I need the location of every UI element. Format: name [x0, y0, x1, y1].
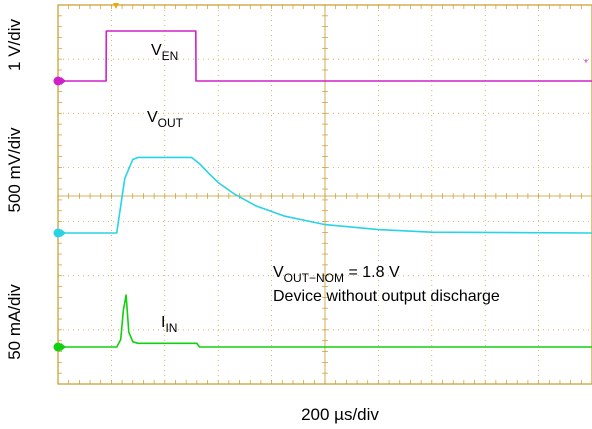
- trigger-level-marker: *: [584, 58, 588, 69]
- label-v-out-sub: OUT: [158, 116, 184, 130]
- y-label-ch2: 500 mV/div: [5, 127, 24, 213]
- label-v-en-sub: EN: [162, 49, 179, 63]
- ch2-marker: [53, 228, 63, 238]
- grid: [57, 4, 592, 385]
- label-v-out-main: V: [147, 109, 158, 126]
- y-label-ch3: 50 mA/div: [5, 284, 24, 360]
- ch2-marker-arrow: [61, 229, 66, 237]
- annotation-vout-nom: VOUT−NOM = 1.8 V: [273, 264, 400, 285]
- v-en-trace: [58, 30, 592, 82]
- traces: [58, 30, 592, 348]
- ch1-marker-arrow: [61, 77, 66, 85]
- label-v-en: VEN: [151, 42, 178, 63]
- y-label-ch1: 1 V/div: [5, 19, 24, 71]
- label-v-out: VOUT: [147, 109, 184, 130]
- channel-markers: *: [53, 3, 588, 352]
- annotation-vout-nom-value: = 1.8 V: [344, 264, 400, 281]
- ch1-marker: [53, 76, 63, 86]
- v-out-trace: [58, 156, 592, 234]
- i-in-trace: [58, 294, 592, 348]
- annotation-vout-nom-main: V: [273, 264, 284, 281]
- annotation-device: Device without output discharge: [273, 288, 500, 305]
- label-v-en-main: V: [151, 42, 162, 59]
- annotation-vout-nom-sub: OUT−NOM: [284, 271, 344, 285]
- label-i-in-sub: IN: [165, 321, 177, 335]
- trigger-marker: [113, 3, 119, 9]
- label-i-in-main: I: [161, 314, 165, 331]
- ch3-marker: [53, 342, 63, 352]
- ch3-marker-arrow: [61, 343, 66, 351]
- x-label: 200 µs/div: [301, 405, 379, 424]
- label-i-in: IIN: [161, 314, 177, 335]
